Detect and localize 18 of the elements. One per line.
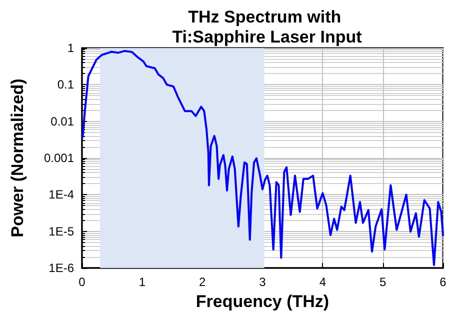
- y-tick-label: 0.01: [50, 114, 74, 128]
- x-tick-label: 6: [440, 275, 447, 289]
- x-tick-label: 1: [138, 275, 146, 289]
- chart-title: THz Spectrum with Ti:Sapphire Laser Input: [172, 8, 362, 46]
- y-tick-label: 0.1: [57, 78, 74, 92]
- x-axis-title: Frequency (THz): [196, 292, 330, 311]
- x-tick-label: 0: [78, 275, 86, 289]
- y-tick-label: 1E-5: [48, 224, 74, 238]
- y-axis-title: Power (Normalized): [8, 78, 27, 238]
- x-tick-label: 2: [198, 275, 206, 289]
- y-tick-label: 1E-4: [48, 188, 74, 202]
- line-series: [82, 50, 444, 266]
- y-tick-label: 1: [67, 41, 74, 55]
- y-tick-label: 1E-6: [48, 261, 74, 275]
- x-tick-label: 4: [319, 275, 326, 289]
- x-tick-label: 3: [259, 275, 266, 289]
- x-tick-label: 5: [379, 275, 386, 289]
- y-tick-label: 0.001: [44, 151, 74, 165]
